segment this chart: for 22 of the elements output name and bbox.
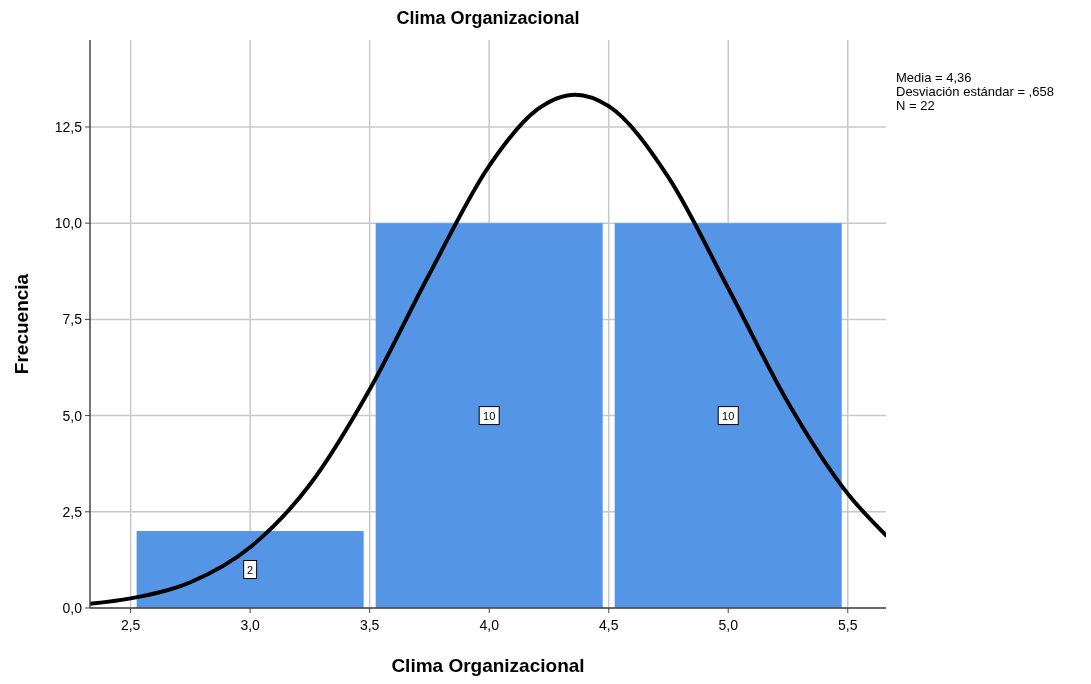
x-tick-label: 3,0 [240,617,261,633]
chart-title: Clima Organizacional [396,8,580,28]
text: Desviación estándar = ,658 [896,84,1054,99]
x-tick-label: 2,5 [120,617,141,633]
text: N = 22 [896,98,935,113]
y-tick-label: 2,5 [62,503,83,520]
data-label: 10 [483,409,496,422]
x-tick-label: 5,5 [838,617,858,633]
data-label: 10 [722,409,735,422]
x-tick-label: 4,0 [479,617,500,633]
y-tick-label: 10,0 [54,215,83,232]
text: Media = 4,36 [896,70,972,85]
x-tick-label: 4,5 [598,617,619,633]
y-axis-title: Frecuencia [11,273,32,375]
data-label: 2 [247,563,254,576]
x-axis-title: Clima Organizacional [391,655,585,676]
y-tick-label: 0,0 [62,600,83,616]
y-tick-label: 7,5 [62,311,83,328]
y-tick-label: 5,0 [62,407,83,424]
y-tick-label: 12,5 [54,118,83,135]
x-tick-label: 5,0 [718,617,739,633]
x-tick-label: 3,5 [359,617,380,633]
